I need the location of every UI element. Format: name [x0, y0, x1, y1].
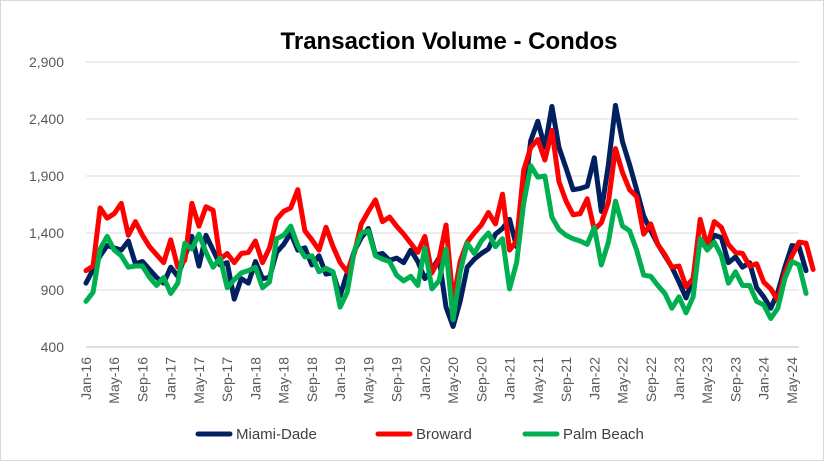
y-tick-label: 400: [41, 339, 65, 355]
x-tick-label: May-20: [445, 357, 461, 404]
x-tick-label: May-23: [699, 357, 715, 404]
x-tick-label: Jan-17: [163, 357, 179, 400]
legend-label-palm-beach: Palm Beach: [563, 426, 644, 443]
y-axis-tick-labels: 400 900 1,400 1,900 2,400 2,900: [29, 54, 64, 355]
x-tick-label: Jan-23: [671, 357, 687, 400]
x-tick-label: Jan-18: [247, 357, 263, 400]
x-tick-label: May-21: [530, 357, 546, 404]
x-tick-label: Sep-22: [643, 357, 659, 402]
y-tick-label: 2,900: [29, 54, 64, 70]
x-tick-label: Jan-19: [332, 357, 348, 400]
x-tick-label: Sep-23: [727, 357, 743, 402]
x-tick-label: May-16: [106, 357, 122, 404]
x-tick-label: Sep-21: [558, 357, 574, 402]
x-tick-label: Jan-21: [502, 357, 518, 400]
x-tick-label: Jan-20: [417, 357, 433, 400]
series-line-palm-beach: [83, 163, 809, 323]
x-tick-label: Sep-17: [219, 357, 235, 402]
x-tick-label: Sep-19: [389, 357, 405, 402]
x-tick-label: Sep-18: [304, 357, 320, 402]
x-tick-label: May-24: [784, 357, 800, 404]
legend-label-broward: Broward: [416, 426, 472, 443]
y-tick-label: 1,400: [29, 225, 64, 241]
x-tick-label: Sep-20: [473, 357, 489, 402]
x-tick-label: Jan-24: [756, 357, 772, 400]
legend: Miami-Dade Broward Palm Beach: [195, 426, 644, 443]
x-tick-label: May-19: [360, 357, 376, 404]
chart-title: Transaction Volume - Condos: [281, 28, 618, 55]
y-tick-label: 900: [41, 282, 65, 298]
x-tick-label: Jan-22: [586, 357, 602, 400]
x-tick-label: Jan-16: [78, 357, 94, 400]
x-tick-label: Sep-16: [134, 357, 150, 402]
y-tick-label: 1,900: [29, 168, 64, 184]
series-lines: [83, 102, 816, 329]
series-line-miami-dade: [83, 102, 809, 329]
x-tick-label: May-18: [276, 357, 292, 404]
x-tick-label: May-22: [615, 357, 631, 404]
x-tick-label: May-17: [191, 357, 207, 404]
legend-label-miami-dade: Miami-Dade: [236, 426, 317, 443]
y-tick-label: 2,400: [29, 111, 64, 127]
x-axis-tick-labels: Jan-16 May-16 Sep-16 Jan-17 May-17 Sep-17 Jan-…: [78, 357, 800, 404]
